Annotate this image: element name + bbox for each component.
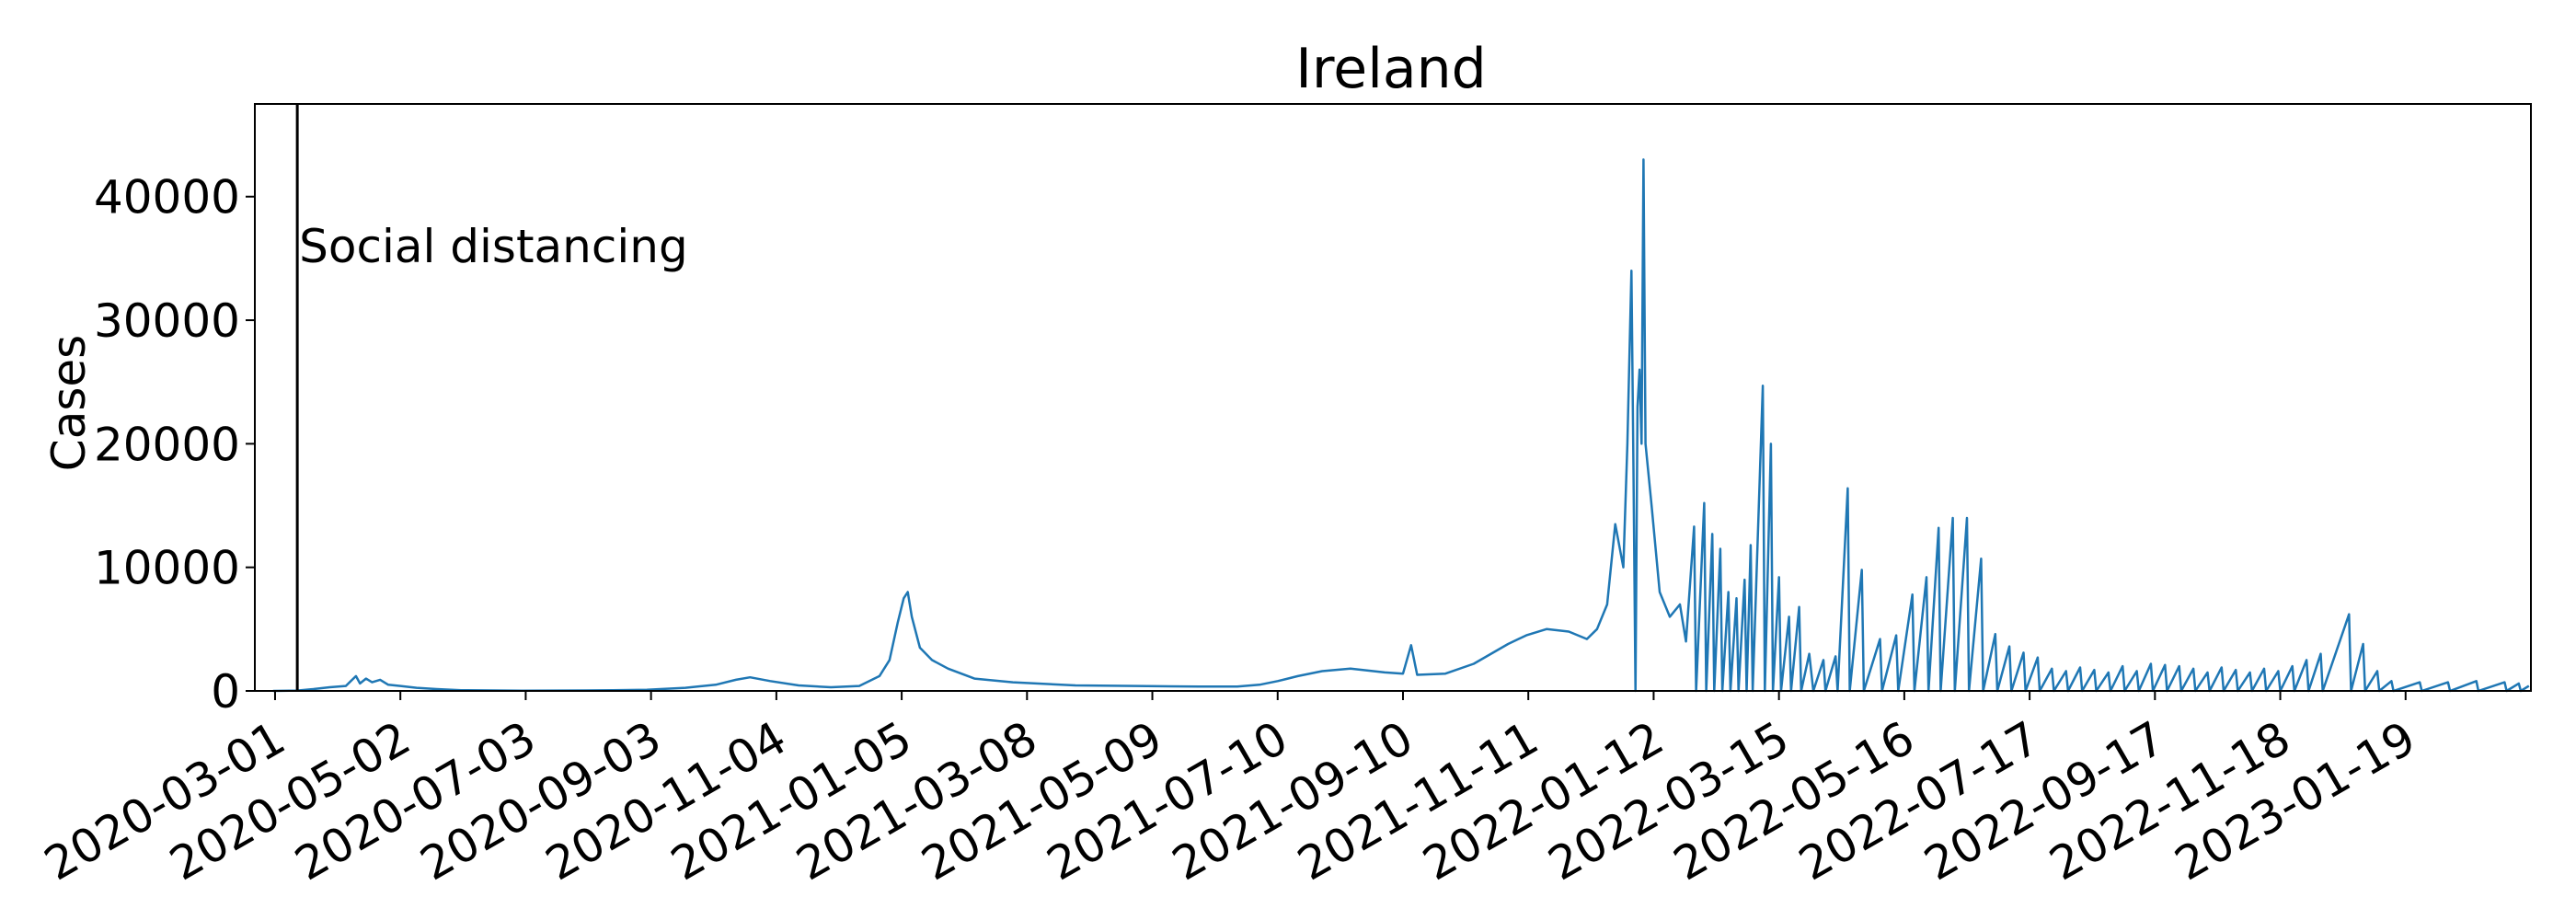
plot-marks: Social distancing01000020000300004000020… (36, 104, 2530, 891)
plot-frame (254, 103, 2532, 692)
y-tick-label: 10000 (94, 542, 240, 595)
annotation-label: Social distancing (299, 220, 688, 273)
y-tick-label: 40000 (94, 171, 240, 224)
y-tick-label: 30000 (94, 294, 240, 348)
y-tick-label: 0 (211, 665, 240, 719)
y-tick-label: 20000 (94, 418, 240, 471)
y-axis-label: Cases (42, 335, 96, 471)
chart-title: Ireland (1295, 37, 1487, 101)
